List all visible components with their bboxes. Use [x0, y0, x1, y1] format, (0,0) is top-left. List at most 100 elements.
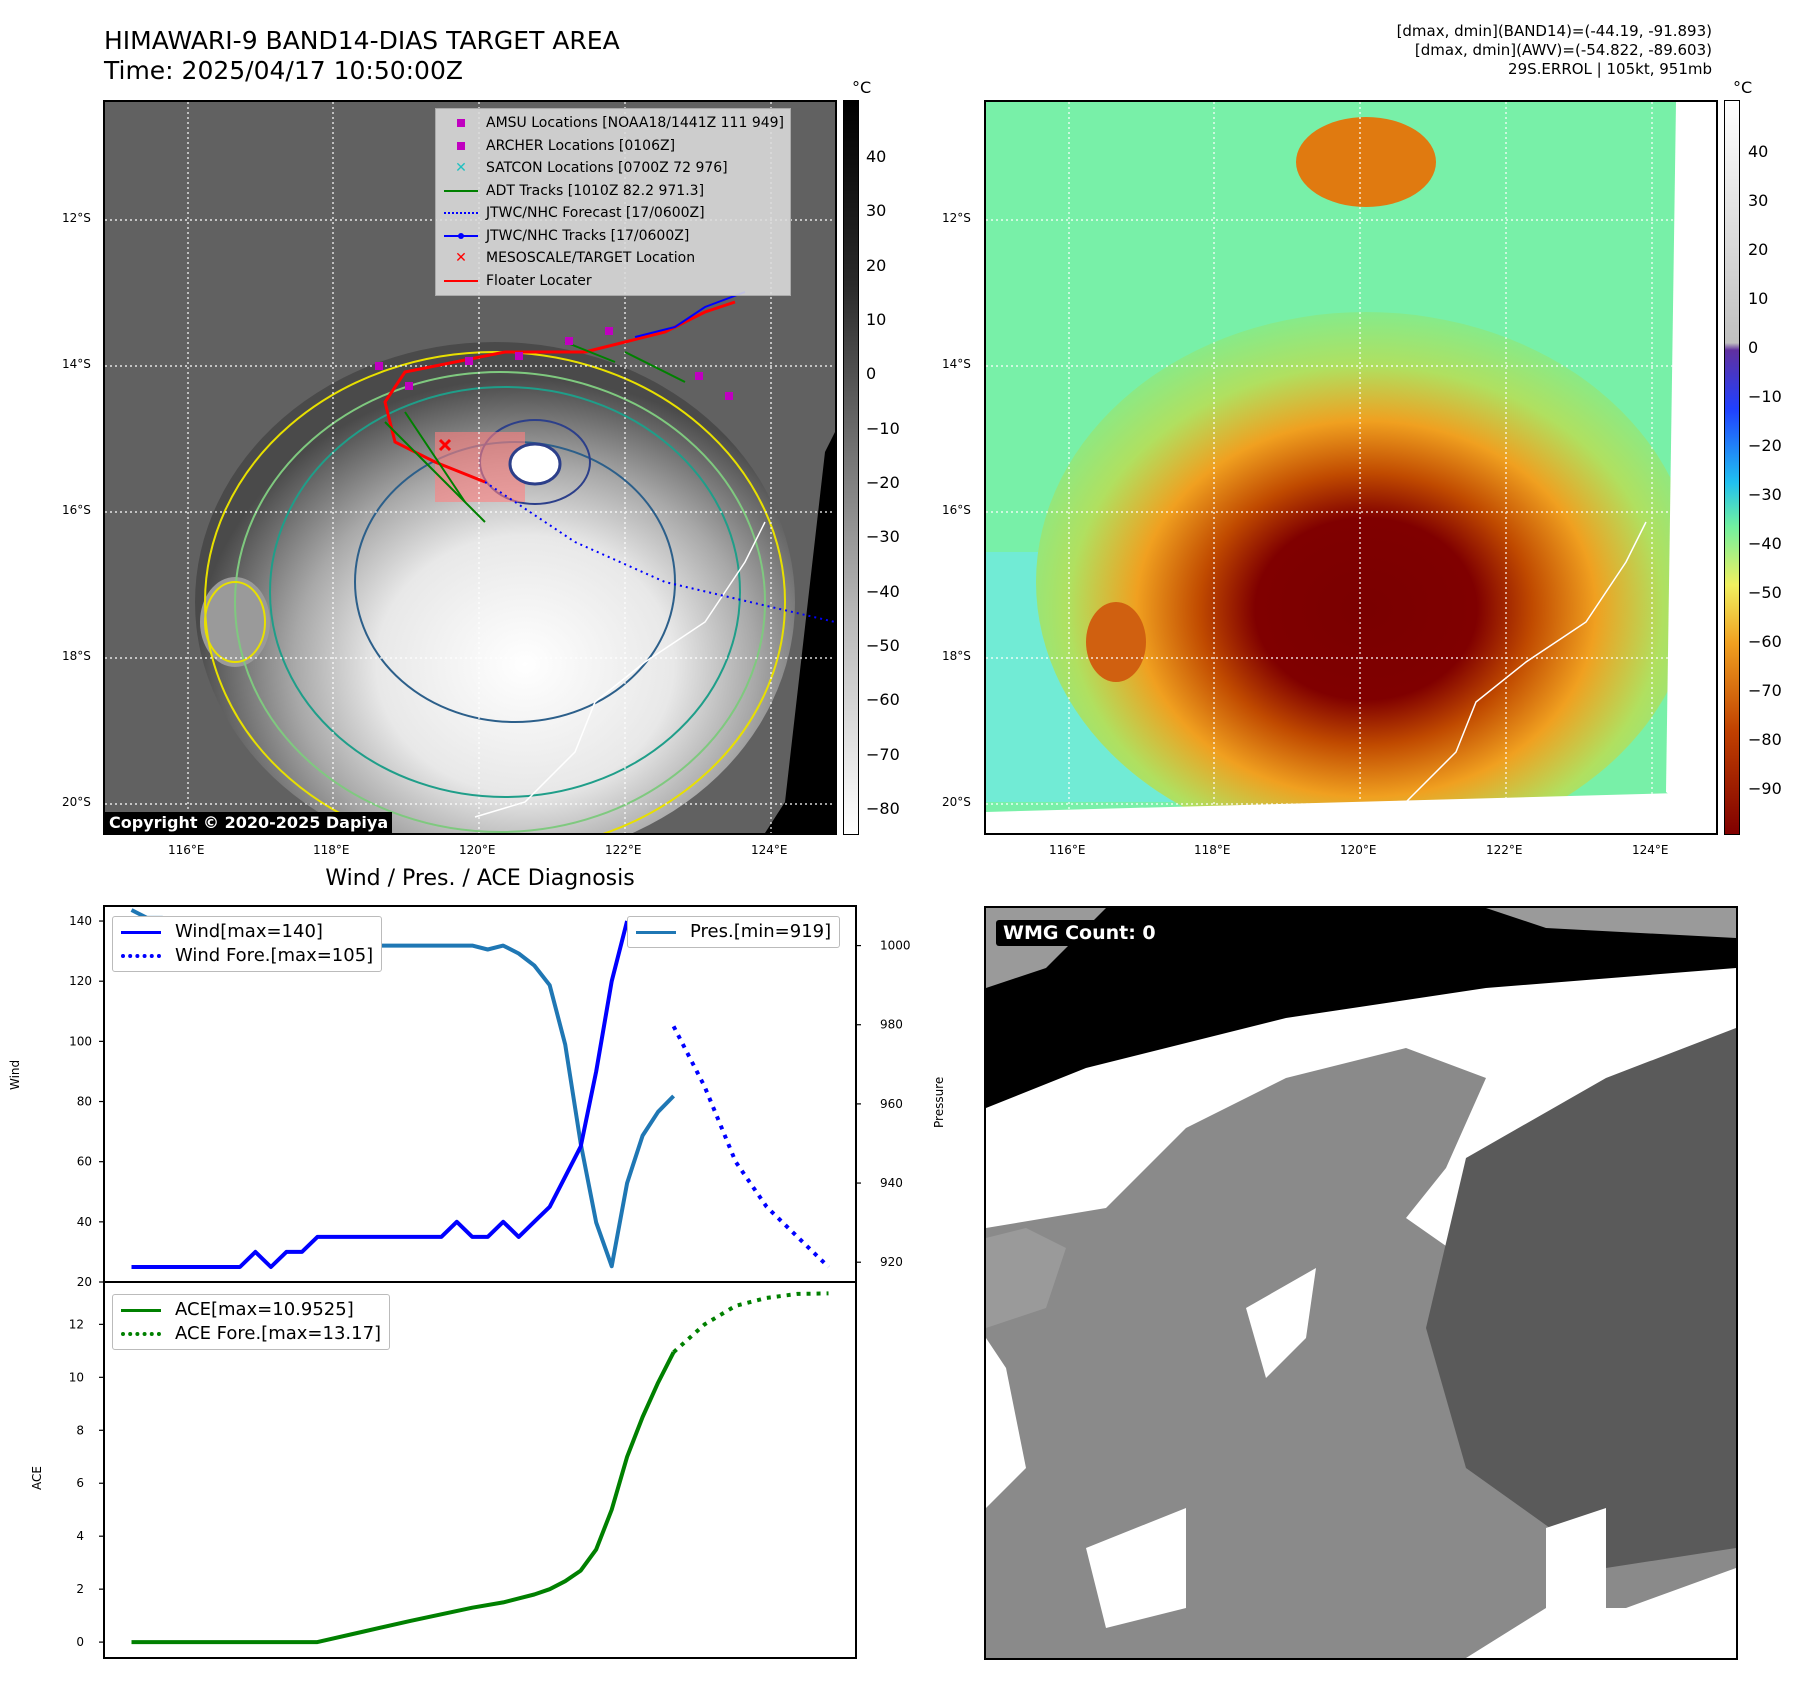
gray-tick: 40	[866, 147, 887, 166]
gray-tick: −10	[866, 419, 900, 438]
diagnosis-chart: 1401201008060402010009809609409201210864…	[69, 905, 911, 1659]
legend-ace: ACE[max=10.9525]	[121, 1298, 381, 1322]
gray-tick: 0	[866, 364, 877, 383]
title-line2: Time: 2025/04/17 10:50:00Z	[104, 56, 463, 85]
color-tick: −50	[1748, 583, 1782, 602]
gray-tick: −80	[866, 799, 900, 818]
lon-label: 118°E	[313, 843, 350, 857]
lon-label: 124°E	[751, 843, 788, 857]
wind-tick-label: 20	[77, 1275, 92, 1289]
legend-ace-fore: ACE Fore.[max=13.17]	[121, 1322, 381, 1346]
color-colorbar-unit: °C	[1733, 78, 1753, 97]
gray-tick: 20	[866, 256, 887, 275]
color-tick: 0	[1748, 338, 1759, 357]
ace-line	[131, 1351, 676, 1645]
lon-label: 120°E	[1340, 843, 1377, 857]
gray-tick: −70	[866, 745, 900, 764]
lon-label: 122°E	[605, 843, 642, 857]
legend-wind: Wind[max=140]	[121, 920, 373, 944]
lat-label: 14°S	[62, 357, 91, 371]
legend-satcon: ✕ SATCON Locations [0700Z 72 976]	[455, 160, 728, 177]
lon-label: 122°E	[1486, 843, 1523, 857]
ace-tick-label: 12	[69, 1317, 84, 1331]
color-tick: −70	[1748, 681, 1782, 700]
color-tick: 10	[1748, 289, 1769, 308]
wind-tick-label: 60	[77, 1155, 92, 1169]
wmg-panel: WMG Count: 0	[984, 906, 1738, 1660]
pres-tick-label: 980	[880, 1018, 903, 1032]
wind-line	[131, 920, 630, 1269]
ace-tick-label: 10	[69, 1370, 84, 1384]
legend-forecast: JTWC/NHC Forecast [17/0600Z]	[444, 202, 784, 225]
pres-tick-label: 940	[880, 1176, 903, 1190]
info-line2: [dmax, dmin](AWV)=(-54.822, -89.603)	[1414, 41, 1712, 59]
lon-label: 124°E	[1632, 843, 1669, 857]
color-tick: −60	[1748, 632, 1782, 651]
wind-ylabel: Wind	[8, 1059, 22, 1090]
color-tick: −10	[1748, 387, 1782, 406]
color-tick: 40	[1748, 142, 1769, 161]
wind-legend: Wind[max=140] Wind Fore.[max=105]	[112, 916, 383, 972]
gray-tick: −40	[866, 582, 900, 601]
color-colorbar	[1724, 100, 1740, 835]
wind-tick-label: 80	[77, 1095, 92, 1109]
legend-wind-fore: Wind Fore.[max=105]	[121, 944, 373, 968]
legend-amsu: AMSU Locations [NOAA18/1441Z 111 949]	[444, 112, 784, 135]
map-legend: AMSU Locations [NOAA18/1441Z 111 949] AR…	[435, 108, 792, 296]
color-tick: −90	[1748, 779, 1782, 798]
gray-tick: 30	[866, 201, 887, 220]
gray-colorbar	[843, 100, 859, 835]
pres-tick-label: 1000	[880, 939, 911, 953]
info-line3: 29S.ERROL | 105kt, 951mb	[1508, 60, 1712, 78]
info-line1: [dmax, dmin](BAND14)=(-44.19, -91.893)	[1396, 22, 1712, 40]
legend-tracks: JTWC/NHC Tracks [17/0600Z]	[444, 225, 784, 248]
lon-label: 116°E	[1049, 843, 1086, 857]
legend-mesoscale: ✕ MESOSCALE/TARGET Location	[455, 250, 696, 267]
lon-label: 120°E	[459, 843, 496, 857]
wind-tick-label: 100	[69, 1034, 92, 1048]
figure-title: HIMAWARI-9 BAND14-DIAS TARGET AREA Time:…	[104, 26, 620, 86]
lat-label: 20°S	[942, 795, 971, 809]
ace-ylabel: ACE	[30, 1466, 44, 1490]
pres-tick-label: 960	[880, 1097, 903, 1111]
lat-label: 12°S	[942, 211, 971, 225]
gray-tick: −60	[866, 690, 900, 709]
wind-tick-label: 140	[69, 914, 92, 928]
lat-label: 20°S	[62, 795, 91, 809]
ir-map-panel: AMSU Locations [NOAA18/1441Z 111 949] AR…	[103, 100, 837, 835]
ace-legend: ACE[max=10.9525] ACE Fore.[max=13.17]	[112, 1294, 391, 1350]
diagnosis-title: Wind / Pres. / ACE Diagnosis	[325, 866, 635, 891]
legend-pres: Pres.[min=919]	[636, 920, 831, 944]
gray-tick: −20	[866, 473, 900, 492]
ace-tick-label: 0	[76, 1635, 84, 1649]
ace-tick-label: 4	[76, 1529, 84, 1543]
lat-label: 16°S	[942, 503, 971, 517]
color-tick: 30	[1748, 191, 1769, 210]
ace-axes-frame	[103, 1281, 857, 1659]
legend-floater: Floater Locater	[444, 270, 784, 293]
gray-colorbar-unit: °C	[852, 78, 872, 97]
gray-tick: −30	[866, 527, 900, 546]
gray-tick: −50	[866, 636, 900, 655]
pres-tick-label: 920	[880, 1255, 903, 1269]
wind-tick-label: 120	[69, 974, 92, 988]
color-tick: 20	[1748, 240, 1769, 259]
gray-tick: 10	[866, 310, 887, 329]
awv-map-panel	[984, 100, 1718, 835]
color-tick: −20	[1748, 436, 1782, 455]
legend-adt: ADT Tracks [1010Z 82.2 971.3]	[444, 180, 784, 203]
lon-label: 118°E	[1194, 843, 1231, 857]
wmg-map	[986, 908, 1736, 1658]
ace-tick-label: 2	[76, 1582, 84, 1596]
awv-map	[986, 102, 1716, 833]
wmg-count-label: WMG Count: 0	[996, 920, 1163, 946]
lat-label: 12°S	[62, 211, 91, 225]
lon-label: 116°E	[168, 843, 205, 857]
color-tick: −40	[1748, 534, 1782, 553]
info-text: [dmax, dmin](BAND14)=(-44.19, -91.893) […	[1112, 22, 1712, 79]
legend-archer: ARCHER Locations [0106Z]	[444, 135, 784, 158]
copyright-label: Copyright © 2020-2025 Dapiya	[105, 812, 393, 833]
color-tick: −80	[1748, 730, 1782, 749]
title-line1: HIMAWARI-9 BAND14-DIAS TARGET AREA	[104, 26, 620, 55]
lat-label: 18°S	[62, 649, 91, 663]
